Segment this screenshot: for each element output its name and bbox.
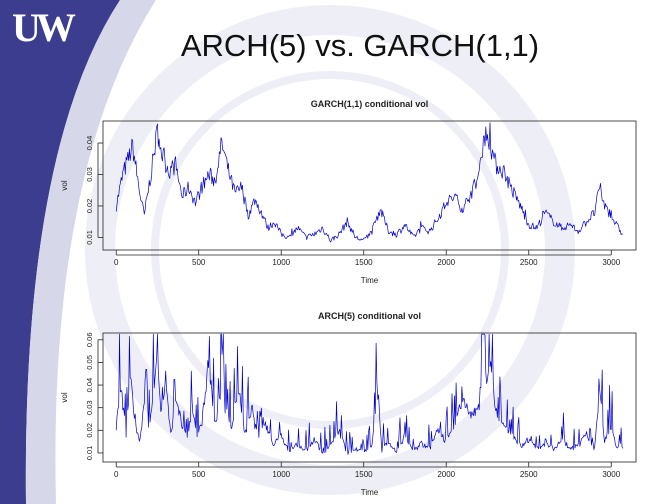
y-tick-label: 0.04 <box>85 378 94 393</box>
x-axis-label: Time <box>361 488 379 497</box>
series-line <box>115 122 623 243</box>
x-tick-label: 2000 <box>437 258 455 267</box>
x-tick-label: 0 <box>114 470 119 479</box>
x-tick-label: 1500 <box>355 258 373 267</box>
x-axis-label: Time <box>361 276 379 285</box>
y-tick-label: 0.04 <box>85 136 94 151</box>
y-tick-label: 0.01 <box>85 446 94 461</box>
y-tick-label: 0.02 <box>85 423 94 438</box>
sidebar-light-band <box>25 0 156 504</box>
slide-title: ARCH(5) vs. GARCH(1,1) <box>180 28 540 63</box>
x-tick-label: 1000 <box>272 470 290 479</box>
y-tick-label: 0.06 <box>85 332 94 347</box>
y-tick-label: 0.03 <box>85 167 94 182</box>
university-logo: UW <box>12 5 76 50</box>
y-tick-label: 0.05 <box>85 355 94 370</box>
y-tick-label: 0.01 <box>85 230 94 245</box>
chart-title: ARCH(5) conditional vol <box>318 311 421 321</box>
x-tick-label: 1500 <box>355 470 373 479</box>
series-line <box>115 333 624 455</box>
x-tick-label: 3000 <box>602 258 620 267</box>
x-tick-label: 500 <box>192 258 206 267</box>
y-axis-label: vol <box>60 180 69 190</box>
x-tick-label: 2000 <box>437 470 455 479</box>
y-axis-label: vol <box>60 392 69 402</box>
y-tick-label: 0.03 <box>85 400 94 415</box>
plot-frame <box>102 120 637 251</box>
x-tick-label: 1000 <box>272 258 290 267</box>
x-tick-label: 0 <box>114 258 119 267</box>
x-tick-label: 3000 <box>602 470 620 479</box>
sidebar-band <box>0 0 120 504</box>
x-tick-label: 2500 <box>520 470 538 479</box>
x-tick-label: 500 <box>192 470 206 479</box>
y-tick-label: 0.02 <box>85 199 94 214</box>
chart-title: GARCH(1,1) conditional vol <box>311 99 429 109</box>
plot-frame <box>102 332 637 463</box>
x-tick-label: 2500 <box>520 258 538 267</box>
